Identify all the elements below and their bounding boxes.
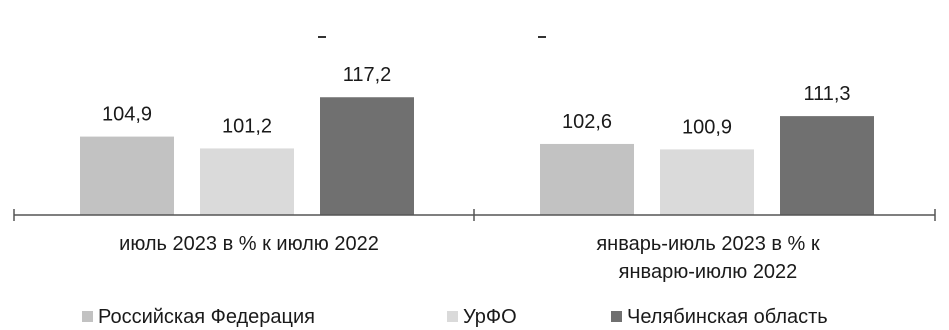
- data-label-1-group-2: 102,6: [562, 111, 612, 133]
- data-label-1-group-1: 104,9: [102, 104, 152, 126]
- legend-label: Челябинская область: [627, 306, 828, 328]
- category-label-line: январю-июлю 2022: [619, 261, 798, 283]
- data-label-3-group-2: 111,3: [803, 83, 850, 105]
- bar-2-group-2: [660, 149, 754, 215]
- category-label-1: июль 2023 в % к июлю 2022: [119, 233, 379, 255]
- category-label-2: январь-июль 2023 в % к январю-июлю 2022: [596, 233, 820, 283]
- bars-layer: [80, 97, 874, 215]
- bar-1-group-2: [540, 143, 634, 215]
- legend-label: Российская Федерация: [98, 306, 315, 328]
- legend-item-1: Российская Федерация: [82, 306, 315, 328]
- legend-item-3: Челябинская область: [611, 306, 828, 328]
- legend-swatch: [611, 311, 622, 322]
- bar-3-group-2: [780, 116, 874, 215]
- data-label-3-group-1: 117,2: [343, 64, 392, 86]
- category-label-line: январь-июль 2023 в % к: [596, 233, 820, 255]
- bar-3-group-1: [320, 97, 414, 215]
- legend-item-2: УрФО: [447, 306, 517, 328]
- legend-label: УрФО: [463, 306, 517, 328]
- legend-swatch: [82, 311, 93, 322]
- bar-2-group-1: [200, 148, 294, 215]
- x-axis: [13, 209, 936, 221]
- legend: Российская Федерация УрФО Челябинская обла…: [82, 306, 828, 328]
- data-label-2-group-1: 101,2: [222, 115, 272, 137]
- legend-swatch: [447, 311, 458, 322]
- category-labels-layer: июль 2023 в % к июлю 2022 январь-июль 202…: [119, 233, 820, 283]
- category-label-line: июль 2023 в % к июлю 2022: [119, 233, 379, 255]
- bar-1-group-1: [80, 136, 174, 215]
- data-labels-layer: 104,9 101,2 117,2 102,6 100,9 111,3: [102, 64, 851, 138]
- data-label-2-group-2: 100,9: [682, 116, 732, 138]
